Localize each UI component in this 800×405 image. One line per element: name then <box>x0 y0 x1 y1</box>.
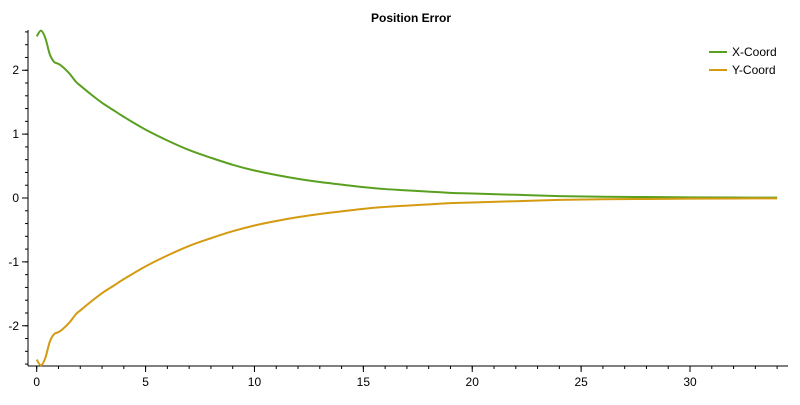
x-tick-label: 15 <box>357 375 371 389</box>
y-tick-label: 2 <box>12 63 19 77</box>
legend-label-x-coord: X-Coord <box>732 45 777 59</box>
legend-label-y-coord: Y-Coord <box>732 63 776 77</box>
x-tick-label: 5 <box>142 375 149 389</box>
x-tick-label: 30 <box>683 375 697 389</box>
x-tick-label: 0 <box>33 375 40 389</box>
series-line-x-coord <box>35 29 778 199</box>
y-tick-label: -1 <box>8 255 19 269</box>
x-tick-label: 10 <box>248 375 262 389</box>
x-tick-label: 25 <box>574 375 588 389</box>
chart-title: Position Error <box>371 11 451 25</box>
y-tick-label: 1 <box>12 127 19 141</box>
y-tick-label: -2 <box>8 319 19 333</box>
series-line-y-coord <box>35 197 778 367</box>
x-tick-label: 20 <box>466 375 480 389</box>
y-tick-label: 0 <box>12 191 19 205</box>
legend: X-Coord Y-Coord <box>709 45 777 77</box>
series-layer <box>35 29 778 367</box>
